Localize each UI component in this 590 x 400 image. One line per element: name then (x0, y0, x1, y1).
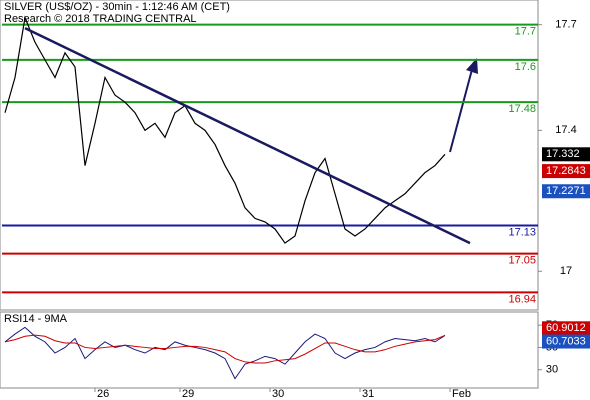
level-label: 17.48 (508, 103, 536, 115)
level-label: 17.05 (508, 255, 536, 267)
x-tick-label: 29 (182, 388, 194, 400)
chart-title: SILVER (US$/OZ) - 30min - 1:12:46 AM (CE… (4, 1, 230, 13)
rsi-tag-label: 60.9012 (546, 322, 586, 334)
rsi-tag (542, 334, 590, 349)
y-tick-label: 17.7 (555, 19, 576, 31)
level-label: 16.94 (508, 293, 536, 305)
rsi-panel (0, 311, 539, 389)
y-tick-label: 17.4 (555, 124, 576, 136)
price-tag-label: 17.2843 (546, 165, 586, 177)
level-label: 17.6 (515, 61, 536, 73)
x-tick-label: 31 (362, 388, 374, 400)
rsi-line (4, 326, 446, 380)
price-tag-label: 17.2271 (546, 185, 586, 197)
price-panel (0, 0, 539, 311)
level-label: 17.13 (508, 226, 536, 238)
price-tag (542, 184, 590, 199)
x-tick-label: Feb (452, 388, 471, 400)
price-line (4, 15, 446, 244)
rsi-label: RSI14 - 9MA (4, 313, 68, 325)
price-tag (542, 164, 590, 179)
x-tick-label: 30 (272, 388, 284, 400)
arrow-head (466, 58, 478, 74)
level-label: 17.7 (515, 26, 536, 38)
price-tag-label: 17.332 (546, 148, 580, 160)
rsi-tick-label: 30 (546, 364, 558, 376)
chart-subtitle: Research © 2018 TRADING CENTRAL (4, 13, 197, 25)
price-tag (542, 147, 590, 162)
rsi-tag (542, 321, 590, 336)
rsi-tag-label: 60.7033 (546, 335, 586, 347)
x-tick-label: 26 (97, 388, 109, 400)
rsi-line (4, 334, 446, 364)
y-tick-label: 17 (560, 265, 572, 277)
trendline (24, 27, 471, 245)
arrow-shaft (449, 61, 475, 153)
